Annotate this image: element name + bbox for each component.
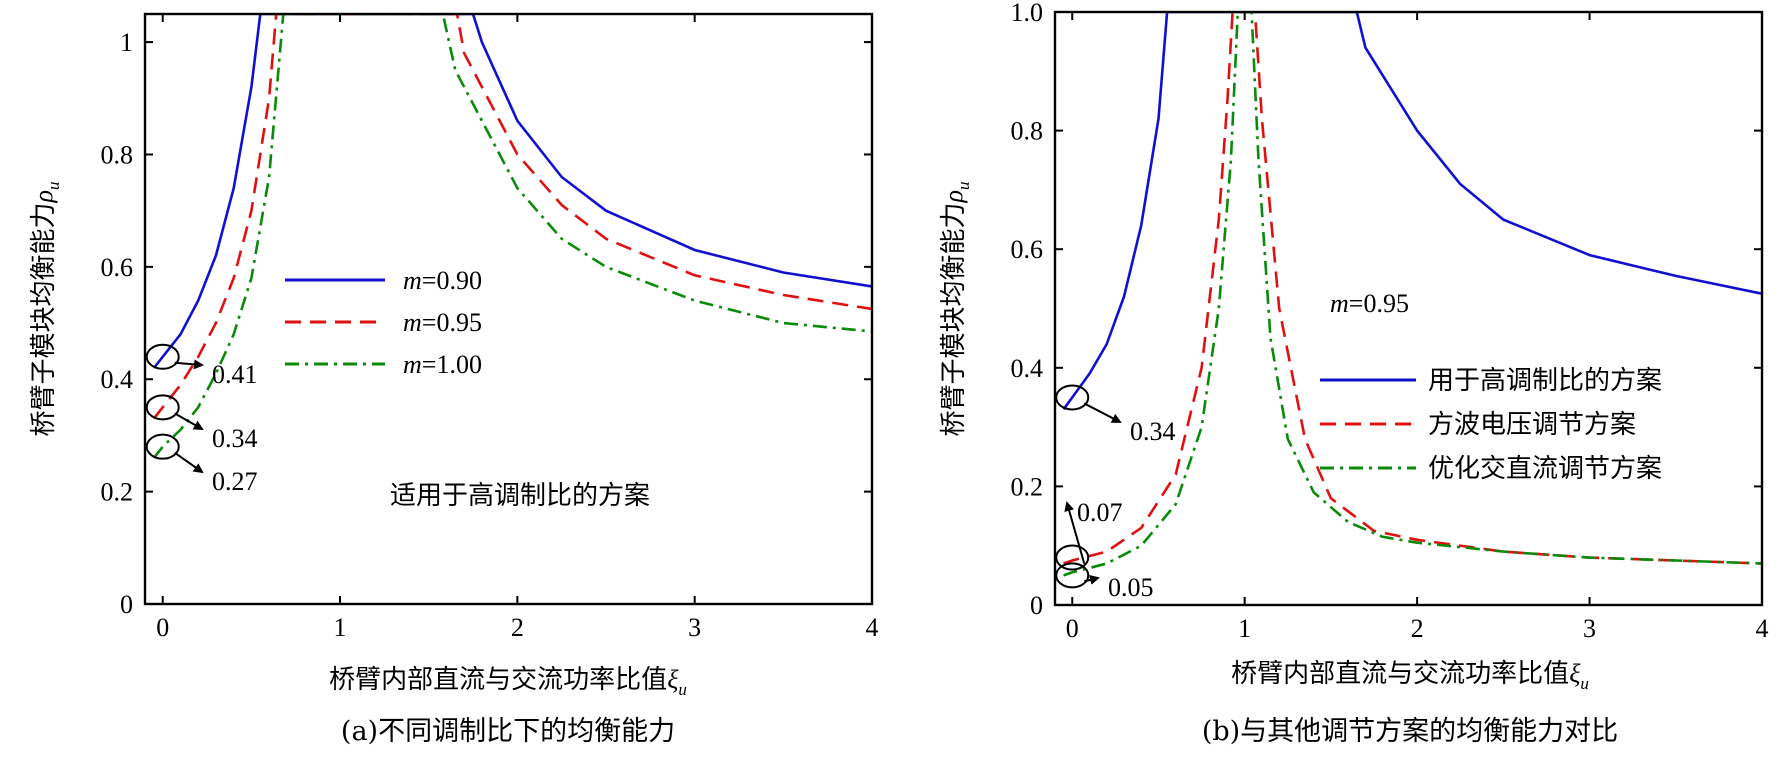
chart-a: 0 1 2 3 400.20.40.60.81桥臂内部直流与交流功率比值ξu桥臂子模块均…: [29, 12, 879, 747]
legend-label-1: 用于高调制比的方案: [1428, 366, 1662, 396]
legend-label-3: m=1.00: [403, 350, 482, 379]
x-tick-label: 4: [1756, 614, 1769, 643]
x-tick-label: 0: [1066, 614, 1079, 643]
series-line-3: [152, 14, 872, 459]
callouts: 0.41 0.34 0.27: [145, 343, 258, 496]
callout-ellipse-2: [1055, 544, 1090, 571]
y-axis-symbol: ρ: [29, 190, 58, 203]
x-axis-title: 桥臂内部直流与交流功率比值ξu: [329, 665, 687, 699]
x-tick-label: 3: [688, 613, 701, 642]
legend-value: =0.95: [422, 308, 482, 337]
legend-label-1: m=0.90: [403, 266, 482, 295]
series-line-2: [152, 14, 872, 420]
x-tick-label: 0: [156, 613, 169, 642]
callouts: 0.34 0.07 0.05: [1055, 384, 1176, 602]
x-axis-title-text: 桥臂内部直流与交流功率比值: [1231, 659, 1569, 689]
callout-arrow-3: [1084, 575, 1100, 585]
y-tick-label: 0.2: [101, 478, 134, 507]
x-axis-title-text: 桥臂内部直流与交流功率比值: [329, 665, 667, 695]
callout-ellipse-3: [145, 433, 180, 460]
callout-label-1: 0.34: [1130, 417, 1176, 446]
chart-note: 适用于高调制比的方案: [390, 481, 650, 511]
y-tick-label: 0.6: [1011, 235, 1044, 264]
x-axis-subscript: u: [678, 680, 687, 699]
callout-label-2: 0.07: [1077, 498, 1123, 527]
legend-label-2: 方波电压调节方案: [1428, 410, 1636, 440]
x-tick-label: 3: [1583, 614, 1596, 643]
note-m: m: [1330, 289, 1349, 318]
x-axis-subscript: u: [1580, 674, 1589, 693]
callout-arrow-2: [1064, 501, 1086, 564]
y-axis-symbol: ρ: [939, 190, 968, 203]
legend-m: m: [403, 308, 422, 337]
legend: m=0.90m=0.95m=1.00: [285, 266, 482, 379]
chart-caption: (b)与其他调节方案的均衡能力对比: [1202, 716, 1618, 747]
y-tick-label: 1.0: [1011, 0, 1044, 27]
plot-frame: [143, 12, 874, 606]
x-tick-label: 4: [866, 613, 879, 642]
y-tick-label: 0: [1030, 591, 1043, 620]
y-axis-title: 桥臂子模块均衡能力ρu: [939, 182, 973, 437]
y-tick-label: 0.4: [101, 365, 134, 394]
x-tick-label: 2: [1411, 614, 1424, 643]
x-tick-label: 2: [511, 613, 524, 642]
legend-m: m: [403, 266, 422, 295]
callout-arrow-1: [1083, 402, 1122, 423]
y-tick-label: 0.2: [1011, 472, 1044, 501]
plot-frame: [1053, 10, 1764, 607]
callout-arrow-1: [174, 359, 204, 370]
callout-label-2: 0.34: [212, 424, 258, 453]
x-axis-symbol: ξ: [667, 665, 679, 694]
x-axis-symbol: ξ: [1569, 659, 1581, 688]
y-axis-title: 桥臂子模块均衡能力ρu: [29, 182, 63, 437]
legend-label-2: m=0.95: [403, 308, 482, 337]
callout-ellipse-1: [1055, 384, 1090, 411]
series-line-3: [1063, 12, 1762, 577]
x-axis-title: 桥臂内部直流与交流功率比值ξu: [1231, 659, 1589, 693]
callout-ellipse-3: [1055, 562, 1090, 589]
y-tick-label: 1: [120, 28, 133, 57]
chart-b: 0 1 2 3 400.20.40.60.81.0桥臂内部直流与交流功率比值ξu桥臂子模…: [939, 0, 1769, 747]
legend-m: m: [403, 350, 422, 379]
series-line-1: [152, 14, 872, 369]
chart-note: m=0.95: [1330, 289, 1409, 318]
chart-caption: (a)不同调制比下的均衡能力: [341, 716, 675, 747]
x-tick-label: 1: [334, 613, 347, 642]
x-tick-label: 1: [1238, 614, 1251, 643]
y-axis-title-text: 桥臂子模块均衡能力: [939, 202, 969, 436]
callout-ellipse-1: [145, 343, 180, 370]
callout-label-1: 0.41: [212, 360, 258, 389]
callout-label-3: 0.05: [1108, 573, 1154, 602]
y-tick-label: 0: [120, 590, 133, 619]
callout-arrow-2: [174, 412, 204, 430]
legend-value: =1.00: [422, 350, 482, 379]
legend-value: =0.90: [422, 266, 482, 295]
series-line-2: [1063, 12, 1762, 565]
callout-arrow-3: [174, 451, 204, 474]
y-tick-label: 0.4: [1011, 354, 1044, 383]
y-axis-title-text: 桥臂子模块均衡能力: [29, 202, 59, 436]
callout-label-3: 0.27: [212, 467, 258, 496]
y-axis-subscript: u: [954, 182, 973, 191]
y-tick-label: 0.6: [101, 253, 134, 282]
y-tick-label: 0.8: [101, 140, 134, 169]
y-axis-subscript: u: [44, 182, 63, 191]
series-line-1: [1062, 12, 1762, 411]
y-tick-label: 0.8: [1011, 117, 1044, 146]
callout-ellipse-2: [145, 394, 180, 421]
legend-label-3: 优化交直流调节方案: [1428, 454, 1662, 484]
note-value: =0.95: [1349, 289, 1409, 318]
